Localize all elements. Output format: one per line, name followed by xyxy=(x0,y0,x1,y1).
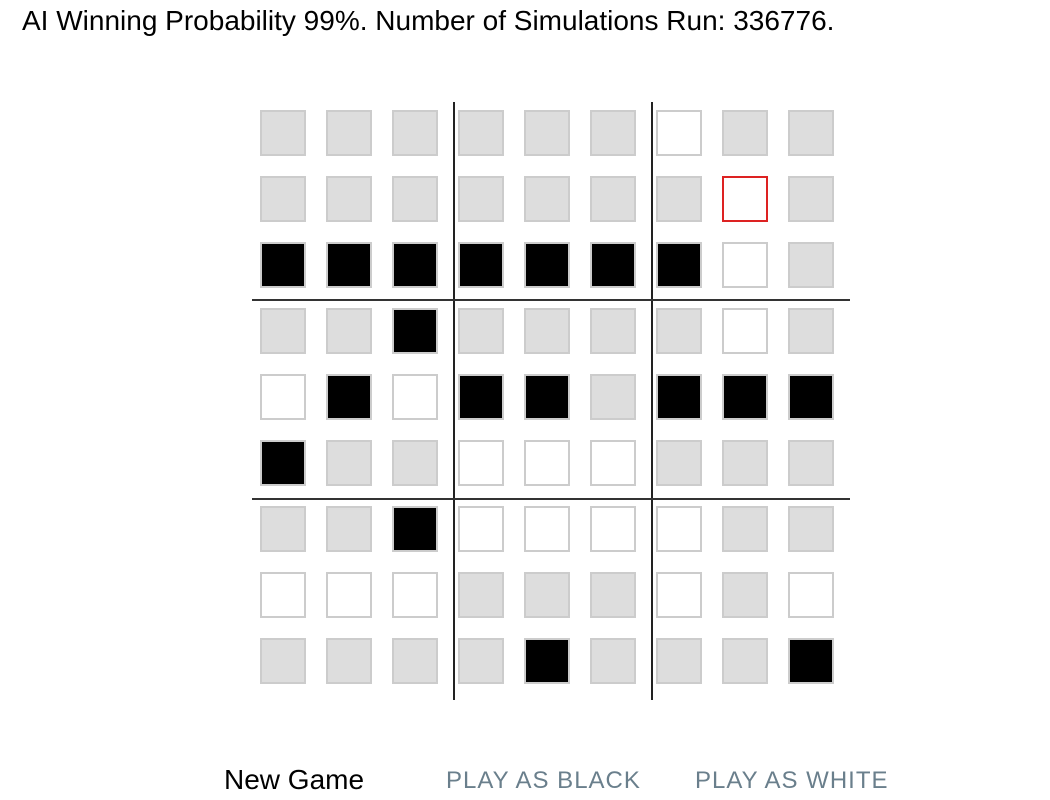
board-cell-r7-c2-white[interactable] xyxy=(392,572,438,618)
board-cell-r0-c8-empty[interactable] xyxy=(788,110,834,156)
board-cell-r8-c3-empty[interactable] xyxy=(458,638,504,684)
board-cell-r1-c1-empty[interactable] xyxy=(326,176,372,222)
board-cell-r6-c2-black[interactable] xyxy=(392,506,438,552)
board-cell-r7-c0-white[interactable] xyxy=(260,572,306,618)
play-as-white-button[interactable]: PLAY AS WHITE xyxy=(695,767,889,794)
board-cell-r4-c1-black[interactable] xyxy=(326,374,372,420)
board-cell-r7-c8-white[interactable] xyxy=(788,572,834,618)
board-cell-r1-c4-empty[interactable] xyxy=(524,176,570,222)
board-cell-r5-c3-white[interactable] xyxy=(458,440,504,486)
board-cell-r3-c7-white[interactable] xyxy=(722,308,768,354)
board-cell-r5-c7-empty[interactable] xyxy=(722,440,768,486)
board-cell-r6-c0-empty[interactable] xyxy=(260,506,306,552)
board-divider-vertical-2 xyxy=(651,102,653,700)
board-cell-r7-c3-empty[interactable] xyxy=(458,572,504,618)
board-cell-r7-c4-empty[interactable] xyxy=(524,572,570,618)
board-cell-r0-c1-empty[interactable] xyxy=(326,110,372,156)
board-cell-r5-c4-white[interactable] xyxy=(524,440,570,486)
board-cell-r2-c8-empty[interactable] xyxy=(788,242,834,288)
board-cell-r6-c8-empty[interactable] xyxy=(788,506,834,552)
board-cell-r0-c0-empty[interactable] xyxy=(260,110,306,156)
board-divider-vertical-1 xyxy=(453,102,455,700)
board-cell-r4-c8-black[interactable] xyxy=(788,374,834,420)
board-cell-r3-c6-empty[interactable] xyxy=(656,308,702,354)
board-cell-r5-c0-black[interactable] xyxy=(260,440,306,486)
board-cell-r6-c1-empty[interactable] xyxy=(326,506,372,552)
status-text: AI Winning Probability 99%. Number of Si… xyxy=(22,5,835,36)
controls-bar: New Game PLAY AS BLACK PLAY AS WHITE xyxy=(0,760,1050,800)
board-cell-r0-c5-empty[interactable] xyxy=(590,110,636,156)
board-cell-r8-c7-empty[interactable] xyxy=(722,638,768,684)
play-as-black-button[interactable]: PLAY AS BLACK xyxy=(446,767,641,794)
board-cell-r3-c5-empty[interactable] xyxy=(590,308,636,354)
board-cell-r3-c4-empty[interactable] xyxy=(524,308,570,354)
board-cell-r1-c2-empty[interactable] xyxy=(392,176,438,222)
board-cell-r2-c6-black[interactable] xyxy=(656,242,702,288)
board-cell-r6-c4-white[interactable] xyxy=(524,506,570,552)
board-cell-r6-c3-white[interactable] xyxy=(458,506,504,552)
board-cell-r1-c3-empty[interactable] xyxy=(458,176,504,222)
board-cell-r0-c4-empty[interactable] xyxy=(524,110,570,156)
board-cell-r3-c2-black[interactable] xyxy=(392,308,438,354)
board-cell-r6-c6-white[interactable] xyxy=(656,506,702,552)
board-cell-r3-c0-empty[interactable] xyxy=(260,308,306,354)
board-cell-r3-c1-empty[interactable] xyxy=(326,308,372,354)
board-cell-r2-c0-black[interactable] xyxy=(260,242,306,288)
board-cell-r4-c2-white[interactable] xyxy=(392,374,438,420)
board-cell-r4-c0-white[interactable] xyxy=(260,374,306,420)
board-cell-r4-c4-black[interactable] xyxy=(524,374,570,420)
board-cell-r2-c2-black[interactable] xyxy=(392,242,438,288)
board-cell-r7-c1-white[interactable] xyxy=(326,572,372,618)
board-cell-r8-c2-empty[interactable] xyxy=(392,638,438,684)
board-cell-r1-c0-empty[interactable] xyxy=(260,176,306,222)
board-cell-r6-c7-empty[interactable] xyxy=(722,506,768,552)
board-divider-horizontal-1 xyxy=(252,299,850,301)
board-cell-r5-c2-empty[interactable] xyxy=(392,440,438,486)
new-game-label: New Game xyxy=(224,764,365,795)
board-cell-r8-c6-empty[interactable] xyxy=(656,638,702,684)
board-cell-r7-c5-empty[interactable] xyxy=(590,572,636,618)
board-cell-r5-c1-empty[interactable] xyxy=(326,440,372,486)
board-cell-r8-c5-empty[interactable] xyxy=(590,638,636,684)
game-board xyxy=(252,102,850,700)
board-cell-r0-c3-empty[interactable] xyxy=(458,110,504,156)
board-cell-r5-c8-empty[interactable] xyxy=(788,440,834,486)
board-cell-r0-c6-white[interactable] xyxy=(656,110,702,156)
board-cell-r1-c7-white[interactable] xyxy=(722,176,768,222)
board-cell-r2-c5-black[interactable] xyxy=(590,242,636,288)
board-cell-r5-c5-white[interactable] xyxy=(590,440,636,486)
board-cell-r4-c7-black[interactable] xyxy=(722,374,768,420)
board-cell-r3-c8-empty[interactable] xyxy=(788,308,834,354)
board-cell-r4-c5-empty[interactable] xyxy=(590,374,636,420)
board-divider-horizontal-2 xyxy=(252,498,850,500)
board-cell-r8-c4-black[interactable] xyxy=(524,638,570,684)
board-cell-r8-c0-empty[interactable] xyxy=(260,638,306,684)
board-cell-r8-c8-black[interactable] xyxy=(788,638,834,684)
board-cell-r0-c7-empty[interactable] xyxy=(722,110,768,156)
board-cell-r2-c1-black[interactable] xyxy=(326,242,372,288)
board-cell-r8-c1-empty[interactable] xyxy=(326,638,372,684)
board-cell-r2-c4-black[interactable] xyxy=(524,242,570,288)
board-cell-r2-c3-black[interactable] xyxy=(458,242,504,288)
board-cell-r1-c6-empty[interactable] xyxy=(656,176,702,222)
board-cell-r7-c6-white[interactable] xyxy=(656,572,702,618)
board-cell-r1-c8-empty[interactable] xyxy=(788,176,834,222)
board-cell-r3-c3-empty[interactable] xyxy=(458,308,504,354)
board-cell-r4-c3-black[interactable] xyxy=(458,374,504,420)
board-cell-r7-c7-empty[interactable] xyxy=(722,572,768,618)
board-cell-r1-c5-empty[interactable] xyxy=(590,176,636,222)
board-cell-r5-c6-empty[interactable] xyxy=(656,440,702,486)
board-cell-r2-c7-white[interactable] xyxy=(722,242,768,288)
board-cell-r0-c2-empty[interactable] xyxy=(392,110,438,156)
board-cell-r4-c6-black[interactable] xyxy=(656,374,702,420)
board-cell-r6-c5-white[interactable] xyxy=(590,506,636,552)
